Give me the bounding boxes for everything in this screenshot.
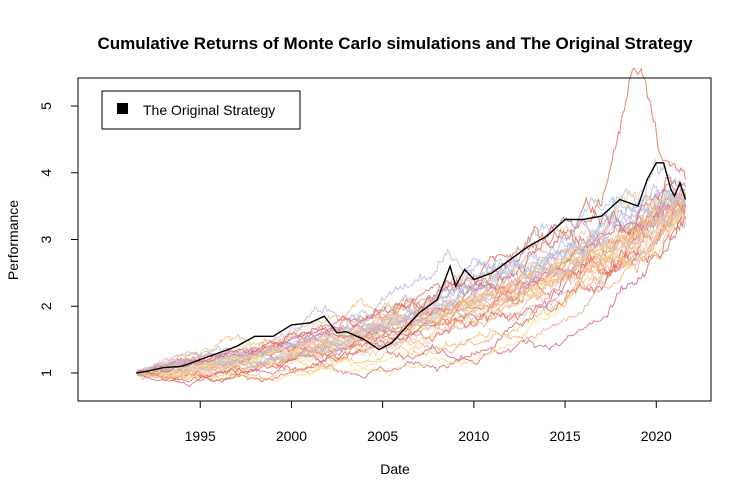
simulation-line	[136, 216, 686, 384]
x-axis-label: Date	[380, 461, 410, 477]
simulation-line	[136, 210, 686, 376]
simulation-line	[135, 200, 686, 378]
legend: The Original Strategy	[101, 90, 301, 130]
simulation-line	[136, 188, 686, 375]
simulation-line	[136, 211, 686, 381]
y-tick-label: 5	[38, 102, 54, 110]
simulation-line	[136, 206, 686, 376]
simulation-line	[136, 192, 686, 374]
simulation-line	[136, 205, 686, 378]
simulation-line	[136, 187, 686, 374]
y-tick-label: 4	[38, 169, 54, 177]
x-tick-label: 2015	[549, 428, 580, 444]
simulation-line	[136, 189, 686, 380]
y-tick-label: 2	[38, 302, 54, 310]
x-axis: 1995 2000 2005 2010 2015 2020	[185, 400, 672, 444]
original-strategy-line	[136, 162, 687, 374]
x-tick-label: 2005	[367, 428, 398, 444]
legend-swatch	[117, 103, 128, 114]
x-tick-label: 1995	[185, 428, 216, 444]
x-tick-label: 2000	[276, 428, 307, 444]
legend-label-original-strategy: The Original Strategy	[143, 102, 275, 118]
y-tick-label: 1	[38, 369, 54, 377]
x-tick-label: 2010	[458, 428, 489, 444]
simulation-line	[136, 176, 686, 379]
x-tick-label: 2020	[641, 428, 672, 444]
original-strategy-line-group	[136, 162, 687, 374]
simulation-line	[136, 189, 686, 379]
y-tick-label: 3	[38, 235, 54, 243]
simulation-line	[136, 196, 686, 378]
chart-title: Cumulative Returns of Monte Carlo simula…	[97, 34, 693, 53]
y-axis-label: Performance	[5, 200, 21, 280]
legend-box	[101, 90, 301, 130]
y-axis: 1 2 3 4 5	[38, 102, 79, 377]
simulation-line	[136, 190, 686, 378]
simulation-line	[136, 200, 686, 377]
simulation-line	[136, 188, 686, 379]
simulation-line	[136, 204, 686, 382]
